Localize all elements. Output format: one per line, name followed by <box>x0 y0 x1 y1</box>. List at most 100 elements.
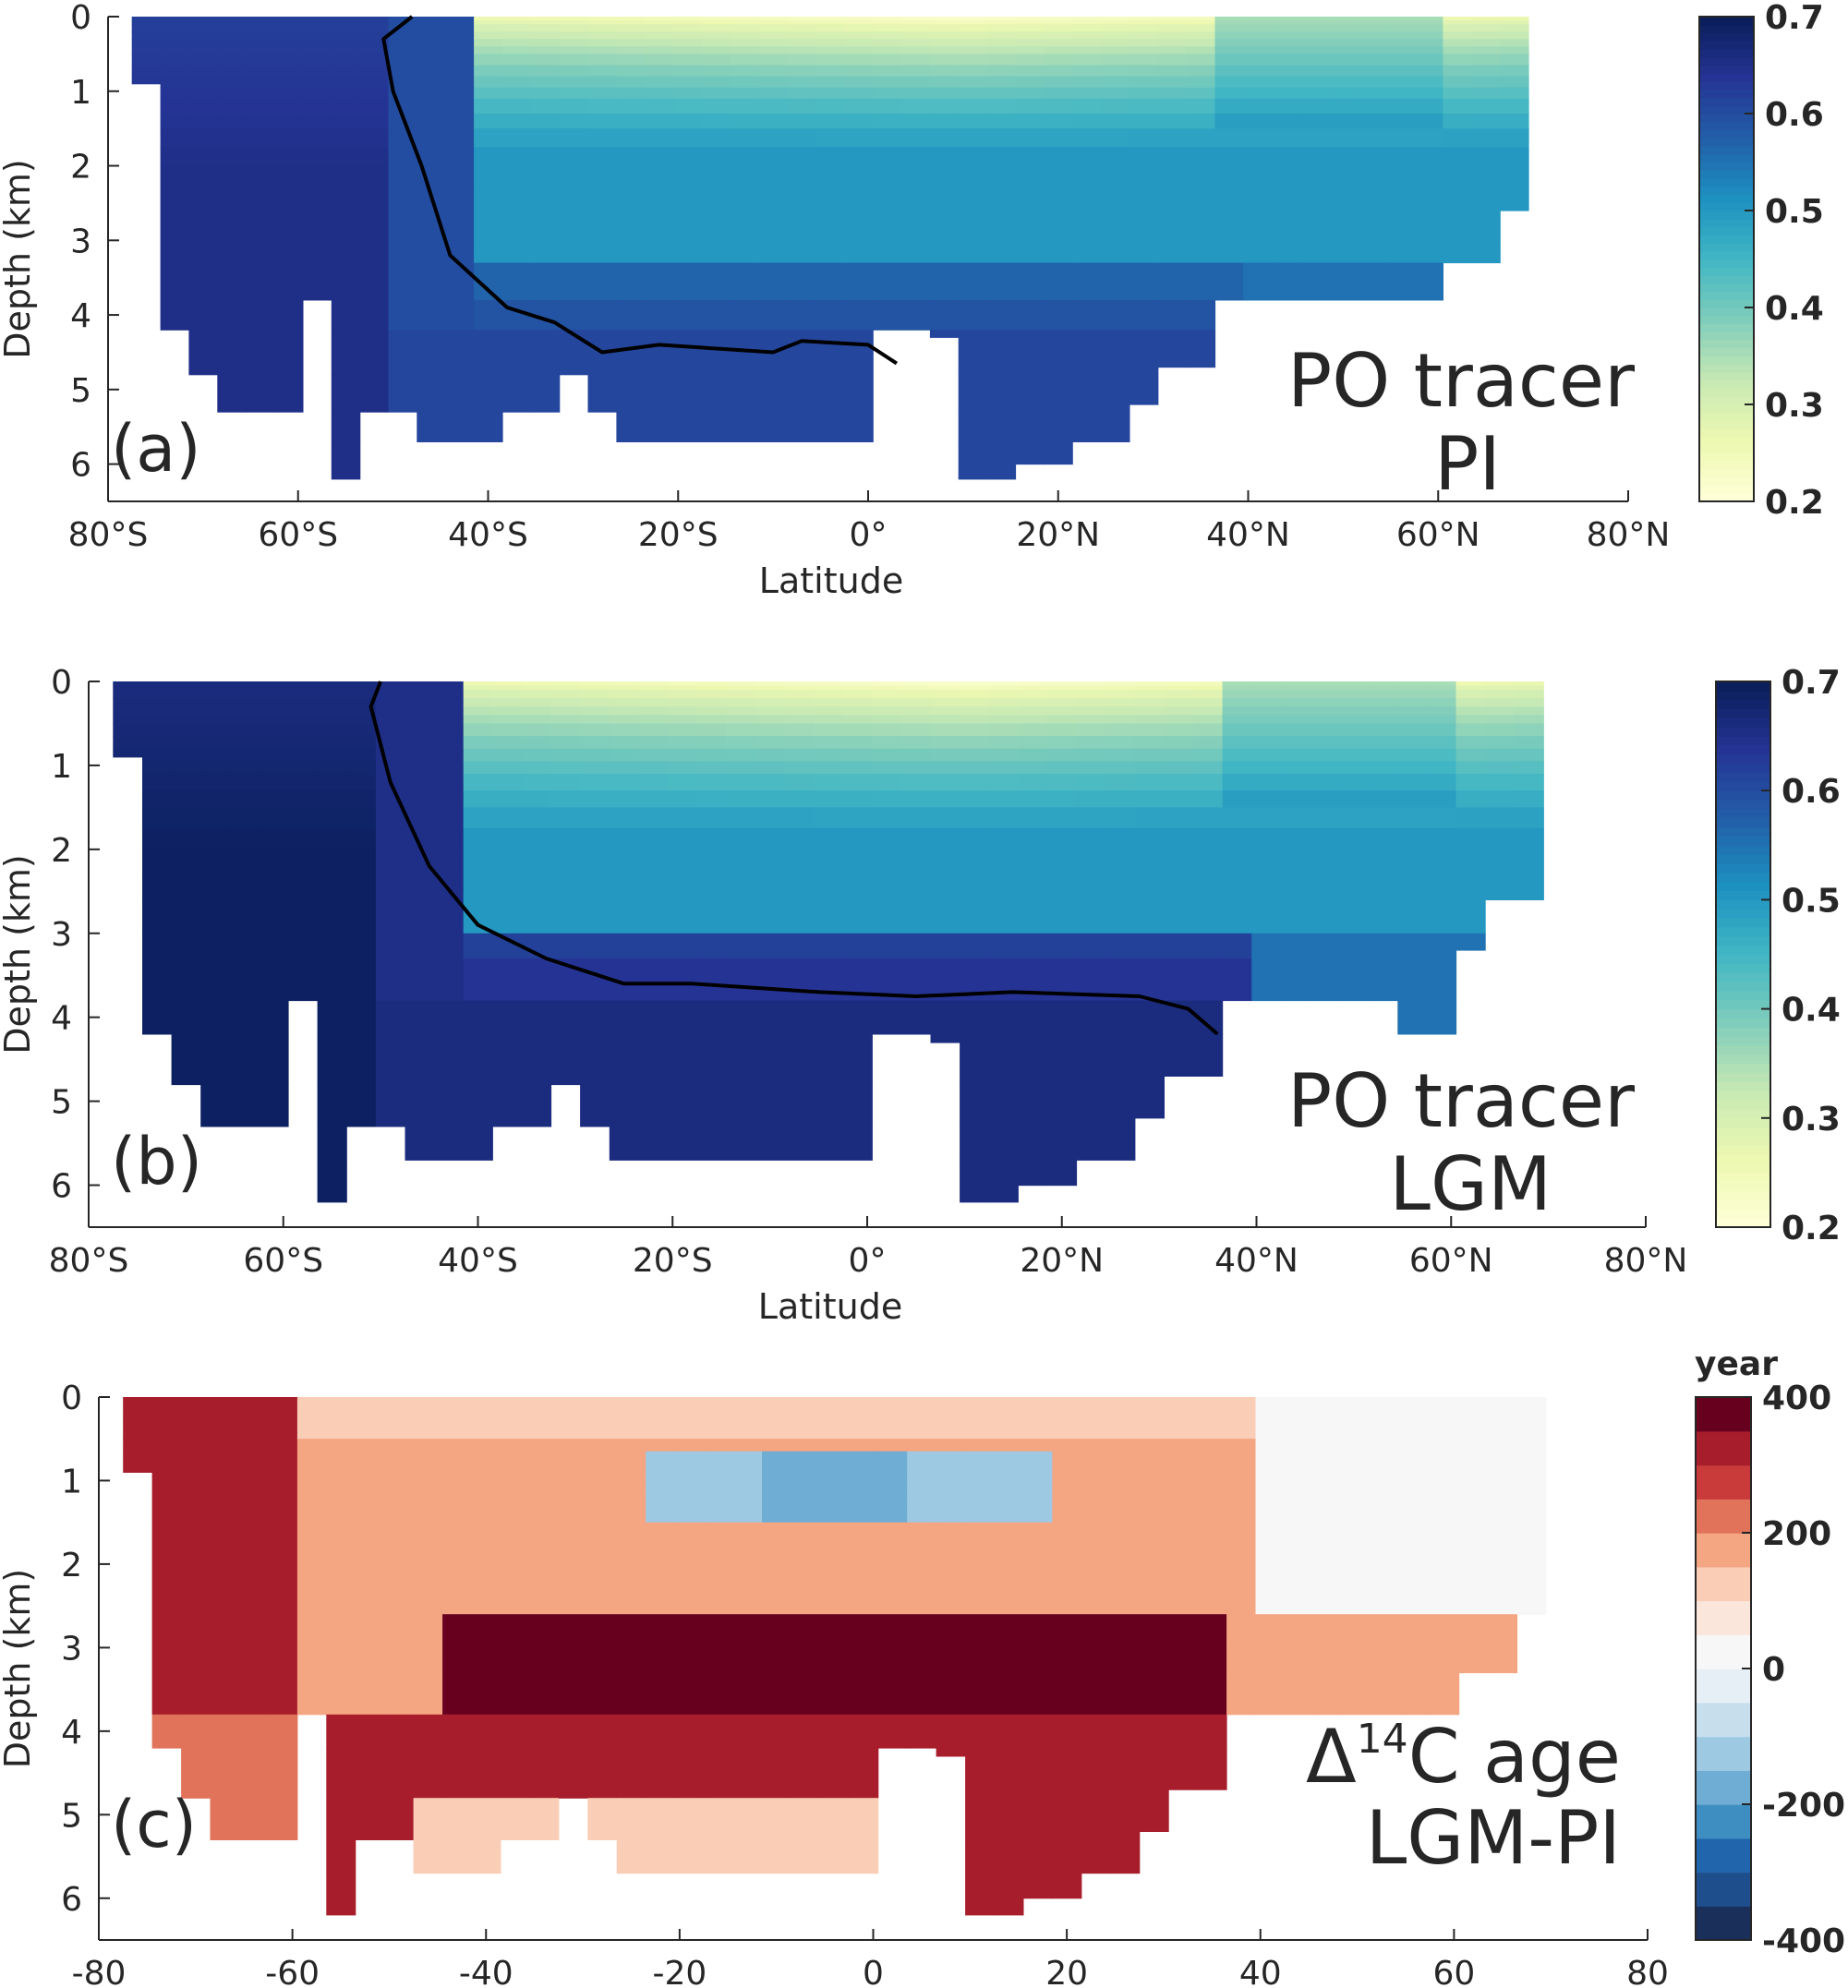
heatmap-cell <box>131 39 162 47</box>
heatmap-cell <box>674 1476 705 1490</box>
heatmap-cell <box>1023 1488 1053 1507</box>
heatmap-cell <box>791 1488 821 1507</box>
heatmap-cell <box>1414 165 1443 189</box>
heatmap-cell <box>259 698 289 707</box>
heatmap-cell <box>1342 1543 1372 1565</box>
heatmap-cell <box>988 899 1019 934</box>
heatmap-cell <box>668 761 698 775</box>
heatmap-cell <box>1514 715 1544 725</box>
heatmap-cell <box>1222 828 1252 850</box>
heatmap-cell <box>1443 54 1472 66</box>
colorbar-segment <box>1699 114 1754 123</box>
heatmap-cell <box>965 1397 996 1403</box>
heatmap-cell <box>988 748 1019 762</box>
heatmap-cell <box>1285 1488 1314 1507</box>
heatmap-cell <box>188 128 218 148</box>
heatmap-cell <box>229 899 260 934</box>
heatmap-cell <box>762 1798 791 1840</box>
colorbar-segment <box>1696 1566 1751 1602</box>
heatmap-cell <box>784 874 815 900</box>
heatmap-cell <box>521 706 552 716</box>
y-tick-label: 5 <box>61 1797 82 1835</box>
heatmap-cell <box>1052 1476 1082 1490</box>
heatmap-cell <box>200 723 231 737</box>
heatmap-cell <box>901 17 931 21</box>
heatmap-cell <box>1046 933 1078 959</box>
heatmap-cell <box>929 262 960 301</box>
heatmap-cell <box>474 114 503 129</box>
colorbar-segment <box>1699 153 1754 163</box>
heatmap-cell <box>936 1422 966 1431</box>
heatmap-cell <box>587 1422 618 1431</box>
heatmap-cell <box>1514 681 1544 687</box>
colorbar-segment <box>1716 1008 1770 1018</box>
heatmap-cell <box>501 211 532 241</box>
heatmap-cell <box>730 54 760 66</box>
heatmap-cell <box>413 1430 443 1440</box>
heatmap-cell <box>413 1522 443 1544</box>
heatmap-cell <box>758 24 789 32</box>
heatmap-cell <box>1081 1439 1111 1452</box>
heatmap-cell <box>331 299 361 331</box>
heatmap-cell <box>160 87 190 100</box>
heatmap-cell <box>1226 1614 1257 1648</box>
heatmap-cell <box>463 761 493 775</box>
heatmap-cell <box>1285 1505 1314 1524</box>
heatmap-cell <box>326 1798 356 1840</box>
heatmap-cell <box>375 933 406 959</box>
heatmap-cell <box>1044 39 1073 47</box>
heatmap-cell <box>762 1747 791 1799</box>
heatmap-cell <box>1368 706 1398 716</box>
heatmap-cell <box>762 1451 791 1464</box>
heatmap-cell <box>704 1563 734 1590</box>
heatmap-cell <box>239 1798 269 1840</box>
heatmap-cell <box>726 849 756 875</box>
heatmap-cell <box>474 87 503 100</box>
heatmap-cell <box>200 958 231 1002</box>
heatmap-cell <box>907 1522 937 1544</box>
heatmap-cell <box>1157 240 1188 264</box>
heatmap-cell <box>1371 1672 1402 1716</box>
heatmap-cell <box>417 17 446 21</box>
heatmap-cell <box>645 20 674 25</box>
heatmap-cell <box>181 1464 211 1477</box>
heatmap-cell <box>268 1563 298 1590</box>
heatmap-cell <box>965 1589 996 1615</box>
heatmap-cell <box>929 87 960 100</box>
heatmap-cell <box>1110 1439 1141 1452</box>
heatmap-cell <box>326 1563 356 1590</box>
heatmap-cell <box>1310 790 1340 808</box>
heatmap-cell <box>668 807 698 829</box>
heatmap-cell <box>288 736 319 750</box>
heatmap-cell <box>529 1614 560 1648</box>
heatmap-cell <box>815 76 845 89</box>
heatmap-cell <box>471 1798 501 1840</box>
heatmap-cell <box>200 698 231 707</box>
heatmap-cell <box>1168 1422 1199 1431</box>
heatmap-cell <box>580 748 610 762</box>
heatmap-cell <box>550 698 581 707</box>
heatmap-cell <box>474 240 503 264</box>
heatmap-cell <box>417 330 446 376</box>
heatmap-cell <box>1368 828 1398 850</box>
heatmap-cell <box>994 1563 1024 1590</box>
heatmap-cell <box>268 1405 298 1415</box>
heatmap-cell <box>1313 1476 1344 1490</box>
heatmap-cell <box>296 1464 327 1477</box>
colorbar-segment <box>1716 972 1770 982</box>
heatmap-cell <box>787 262 817 301</box>
heatmap-cell <box>844 374 874 413</box>
colorbar-segment <box>1716 763 1770 774</box>
heatmap-cell <box>210 1798 240 1840</box>
label-delta: Δ <box>1306 1714 1357 1800</box>
heatmap-cell <box>1516 1563 1547 1590</box>
heatmap-cell <box>1339 874 1370 900</box>
heatmap-cell <box>1023 1422 1053 1431</box>
heatmap-cell <box>929 65 960 78</box>
heatmap-cell <box>1081 1464 1111 1477</box>
heatmap-cell <box>732 1839 763 1874</box>
heatmap-cell <box>331 262 361 301</box>
heatmap-cell <box>1186 240 1216 264</box>
heatmap-cell <box>730 165 760 189</box>
heatmap-cell <box>988 828 1019 850</box>
